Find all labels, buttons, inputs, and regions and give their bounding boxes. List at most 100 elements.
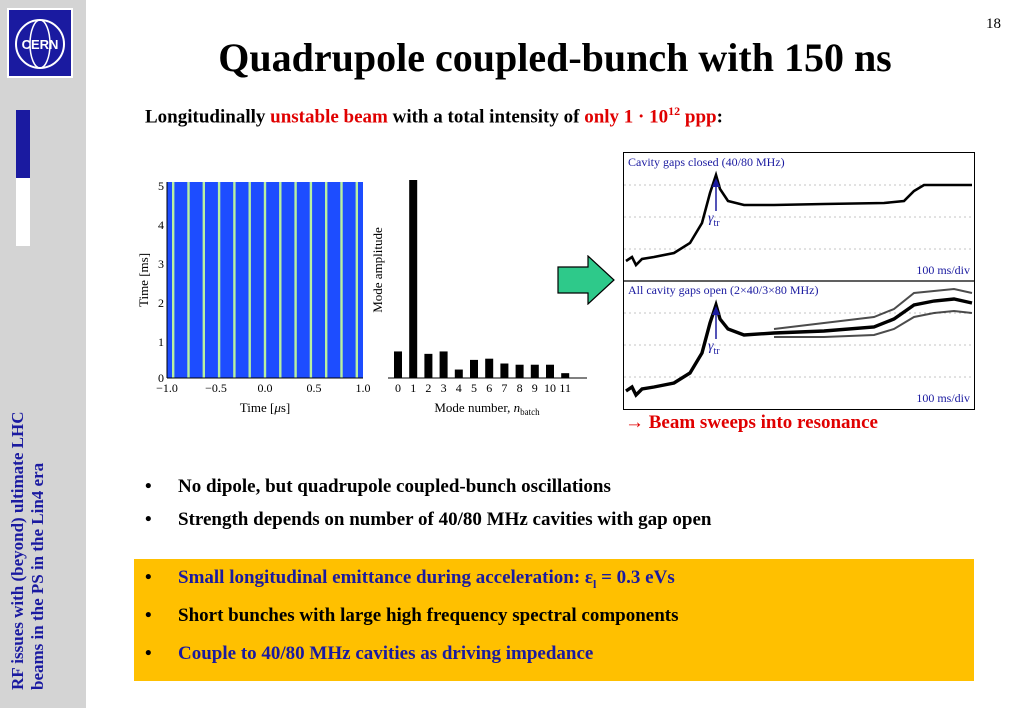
- highlight-bullet: • Couple to 40/80 MHz cavities as drivin…: [145, 643, 594, 664]
- heatmap-stripe: [202, 182, 205, 378]
- mode-bar: [530, 364, 539, 378]
- mode-bar: [500, 363, 509, 378]
- gamma-sub: tr: [713, 345, 720, 357]
- gamma-symbol: γ: [708, 211, 714, 226]
- mode-tick-label: 1: [410, 381, 416, 395]
- heatmap-stripe: [263, 182, 267, 378]
- mode-bar: [409, 180, 418, 378]
- gamma-sub: tr: [713, 217, 720, 229]
- scope-plot: Cavity gaps closed (40/80 MHz) All cavit…: [623, 152, 975, 410]
- xtick: −0.5: [205, 381, 227, 395]
- heatmap-stripe: [355, 182, 358, 378]
- mode-tick-label: 0: [395, 381, 401, 395]
- highlight-box: • Small longitudinal emittance during ac…: [134, 559, 974, 681]
- ytick: 0: [158, 371, 164, 385]
- scope-top-label: Cavity gaps closed (40/80 MHz): [628, 155, 785, 169]
- mode-tick-label: 9: [532, 381, 538, 395]
- highlight-bullet: • Short bunches with large high frequenc…: [145, 605, 679, 626]
- gamma-symbol: γ: [708, 339, 714, 354]
- left-plot: 5 4 3 2 1 0 −1.0 −0.5 0.0 0.5 1.0 Time […: [136, 179, 371, 415]
- heatmap-stripe: [279, 182, 282, 378]
- highlight-bullet-text: Small longitudinal emittance during acce…: [178, 567, 675, 592]
- mode-tick-label: 5: [471, 381, 477, 395]
- highlight-bullet-text: Couple to 40/80 MHz cavities as driving …: [178, 643, 594, 664]
- ytick: 4: [158, 218, 164, 232]
- left-plot-xlabel: Time [μs]: [240, 400, 290, 415]
- gamma-tr-top: γtr: [708, 211, 720, 229]
- gamma-tr-bottom: γtr: [708, 339, 720, 357]
- cern-logo-text: CERN: [22, 37, 59, 52]
- sidebar-line1: RF issues with (beyond) ultimate LHC: [8, 411, 27, 690]
- highlight-bullet: • Small longitudinal emittance during ac…: [145, 567, 675, 592]
- ytick: 2: [158, 296, 164, 310]
- mode-tick-label: 11: [559, 381, 571, 395]
- mode-tick-label: 8: [517, 381, 523, 395]
- mode-tick-label: 3: [441, 381, 447, 395]
- bullet-item: • No dipole, but quadrupole coupled-bunch…: [145, 476, 611, 497]
- bar-xlabel-a: Mode number,: [434, 400, 513, 415]
- heatmap-stripe: [325, 182, 328, 378]
- ytick: 3: [158, 257, 164, 271]
- mode-bar: [485, 358, 494, 378]
- bullet-list: • No dipole, but quadrupole coupled-bunch…: [145, 476, 711, 542]
- subtitle-highlight3: ppp: [680, 106, 717, 128]
- sidebar-vertical-text: RF issues with (beyond) ultimate LHC bea…: [8, 270, 48, 690]
- mode-tick-label: 4: [456, 381, 462, 395]
- bullet-item: • Strength depends on number of 40/80 MHz…: [145, 509, 712, 530]
- left-plot-stripes: [172, 182, 358, 378]
- xtick: 1.0: [356, 381, 371, 395]
- left-plot-ylabel: Time [ms]: [136, 253, 151, 307]
- heatmap-stripe: [309, 182, 313, 378]
- scope-scale-top: 100 ms/div: [916, 263, 970, 277]
- highlight-bullet-text: Short bunches with large high frequency …: [178, 605, 679, 626]
- bar-chart-xlabel: Mode number, nbatch: [434, 400, 540, 417]
- bullet-text: Strength depends on number of 40/80 MHz …: [178, 509, 712, 530]
- sidebar-blue-bar: [16, 110, 30, 178]
- heatmap-stripe: [217, 182, 221, 378]
- mode-tick-label: 7: [501, 381, 507, 395]
- heatmap-stripe: [172, 182, 175, 378]
- bar-xlabel-sub: batch: [520, 407, 540, 417]
- mode-ticks: 0 1 2 3 4 5 6 7 8 9 10 11: [395, 381, 571, 395]
- cern-logo-icon: CERN: [7, 8, 73, 78]
- subtitle-exponent: 12: [668, 104, 681, 118]
- sidebar-white-bar: [16, 178, 30, 246]
- mode-bar: [470, 359, 478, 378]
- heatmap-stripe: [233, 182, 236, 378]
- bullet-text: No dipole, but quadrupole coupled-bunch …: [178, 476, 611, 497]
- bar-chart-ylabel: Mode amplitude: [370, 227, 385, 313]
- mode-bar-chart: 0 1 2 3 4 5 6 7 8 9 10 11 Mode amplitude Mode numbe…: [370, 180, 587, 417]
- left-plot-xlabel-mu: μ: [273, 400, 281, 415]
- scope-bottom-label: All cavity gaps open (2×40/3×80 MHz): [628, 283, 819, 297]
- left-plot-xlabel-a: Time [: [240, 400, 275, 415]
- hb1-text: Small longitudinal emittance during acce…: [178, 567, 594, 588]
- ytick: 5: [158, 179, 164, 193]
- xtick: 0.0: [258, 381, 273, 395]
- sweep-note: → Beam sweeps into resonance: [625, 412, 878, 433]
- ytick: 1: [158, 335, 164, 349]
- hb1-sub: l: [593, 576, 597, 591]
- mode-bar: [515, 364, 524, 378]
- mode-tick-label: 6: [486, 381, 492, 395]
- subtitle-highlight1: unstable beam: [270, 106, 388, 128]
- heatmap-stripe: [294, 182, 297, 378]
- page-title: Quadrupole coupled-bunch with 150 ns: [218, 35, 892, 80]
- heatmap-stripe: [340, 182, 343, 378]
- sidebar-line2: beams in the PS in the Lin4 era: [28, 462, 47, 690]
- heatmap-stripe: [187, 182, 190, 378]
- mode-tick-label: 10: [544, 381, 556, 395]
- mode-bars: [394, 180, 570, 378]
- heatmap-stripe: [248, 182, 251, 378]
- sidebar: CERN RF issues with (beyond) ultimate LH…: [0, 0, 86, 708]
- scope-scale-bottom: 100 ms/div: [916, 391, 970, 405]
- mode-bar: [454, 369, 463, 378]
- page-number: 18: [986, 16, 1001, 32]
- xtick: −1.0: [156, 381, 178, 395]
- hb1-end: = 0.3 eVs: [596, 567, 675, 588]
- subtitle-middle: with a total intensity of: [387, 106, 585, 128]
- bar-xlabel-n: n: [514, 400, 521, 415]
- left-plot-xlabel-b: s]: [281, 400, 290, 415]
- arrow-right-icon: [557, 255, 615, 305]
- mode-tick-label: 2: [425, 381, 431, 395]
- scope-traces: [624, 170, 974, 398]
